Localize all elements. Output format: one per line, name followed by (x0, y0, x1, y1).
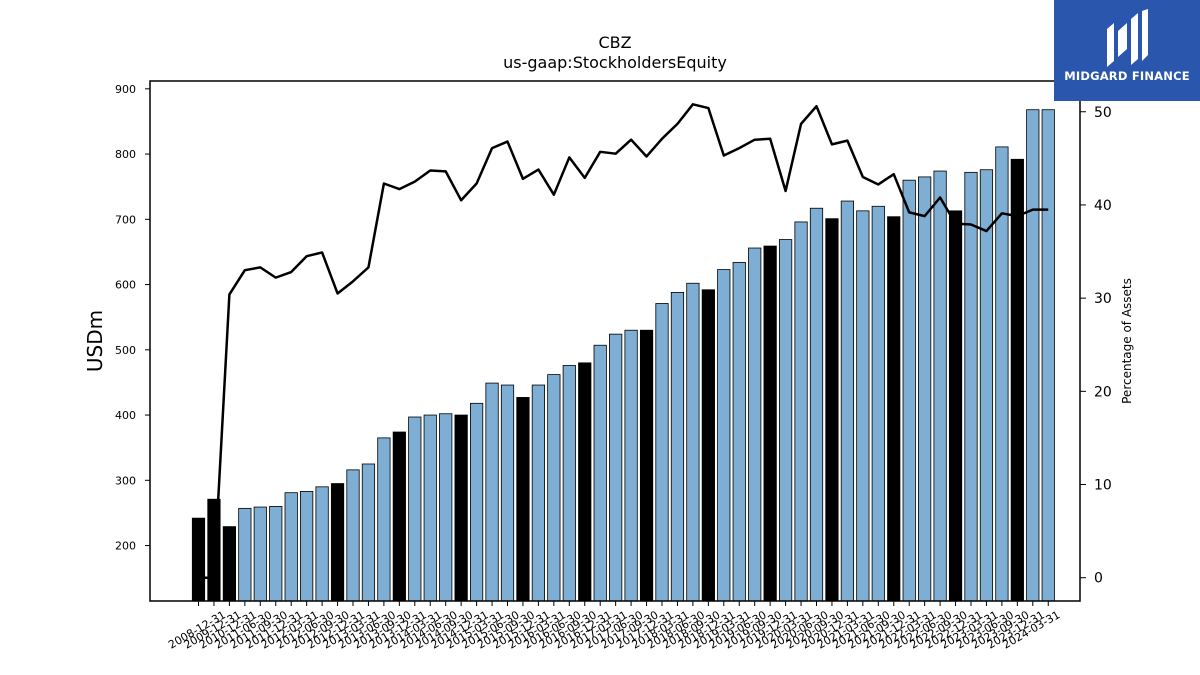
bar (439, 413, 453, 602)
bar (948, 210, 963, 602)
bar (902, 179, 916, 602)
bar (856, 210, 870, 602)
bar (423, 414, 437, 602)
bar (516, 397, 530, 602)
y-tick-label: 400 (115, 409, 136, 422)
bar (578, 362, 592, 602)
bar (964, 171, 978, 602)
bar (562, 365, 576, 602)
midgard-finance-logo: MIDGARD FINANCE (1054, 0, 1200, 101)
bar (825, 218, 839, 602)
bar (1010, 158, 1024, 602)
bar (840, 200, 855, 602)
plot-frame (149, 80, 1081, 602)
bar (887, 216, 901, 602)
bar (408, 416, 422, 602)
y-axis-label: USDm (83, 310, 107, 372)
bar (609, 333, 623, 602)
y-tick-label: 700 (115, 213, 136, 226)
bar (779, 239, 793, 602)
bar (547, 374, 561, 602)
y2-tick-label: 10 (1094, 478, 1112, 494)
bar (1041, 109, 1055, 602)
midgard-m-logo-icon (1107, 9, 1148, 67)
bar (222, 526, 236, 602)
brand-name: MIDGARD FINANCE (1064, 69, 1190, 83)
bar (361, 463, 376, 602)
bar-series (191, 109, 1055, 602)
y2-tick-label: 40 (1094, 198, 1112, 214)
y2-axis-label: Percentage of Assets (1120, 278, 1134, 404)
bar (701, 289, 715, 602)
x-axis: 2008-12-312009-12-312010-12-312011-06-30… (166, 601, 1062, 652)
bar (500, 384, 515, 602)
bar (624, 329, 638, 602)
bar (253, 506, 267, 602)
bar (717, 269, 731, 602)
bar (670, 291, 685, 602)
bar (1026, 109, 1040, 602)
y-tick-label: 300 (115, 474, 136, 487)
bar (794, 221, 808, 602)
bar (809, 207, 824, 602)
bar (686, 282, 700, 602)
bar (531, 384, 546, 602)
y-axis-left: 200 300 400 500 600 700 800 900 (115, 83, 150, 553)
bar (392, 431, 406, 602)
bar (732, 261, 746, 602)
y2-tick-label: 20 (1094, 384, 1112, 400)
bar (269, 505, 283, 602)
y-tick-label: 200 (115, 540, 136, 553)
bar (300, 490, 314, 602)
y2-tick-label: 30 (1094, 291, 1112, 307)
bar (454, 414, 468, 602)
bar (238, 507, 252, 602)
y2-tick-label: 0 (1094, 571, 1103, 587)
y-tick-label: 500 (115, 344, 136, 357)
bar (655, 303, 669, 602)
y2-tick-label: 50 (1094, 105, 1112, 121)
bar (639, 329, 654, 602)
bar (377, 437, 391, 602)
bar (748, 247, 762, 602)
bar (763, 245, 777, 602)
chart-subtitle: us-gaap:StockholdersEquity (503, 53, 727, 72)
bar (315, 486, 329, 602)
bar (346, 469, 360, 602)
bar (979, 169, 994, 602)
bar (918, 176, 932, 602)
bar (330, 483, 345, 602)
percentage-line (198, 103, 1049, 579)
bar (871, 205, 885, 602)
y-tick-label: 600 (115, 279, 136, 292)
bar (469, 402, 484, 602)
bar (485, 382, 499, 602)
percentage-line-series (198, 103, 1049, 579)
y-tick-label: 800 (115, 148, 136, 161)
bar (593, 344, 607, 602)
y-axis-right: 0 10 20 30 40 50 (1080, 105, 1112, 587)
bar (284, 492, 298, 602)
y-tick-label: 900 (115, 83, 136, 96)
chart-title: CBZ (598, 33, 631, 52)
bar (933, 170, 947, 602)
bar (191, 517, 206, 602)
